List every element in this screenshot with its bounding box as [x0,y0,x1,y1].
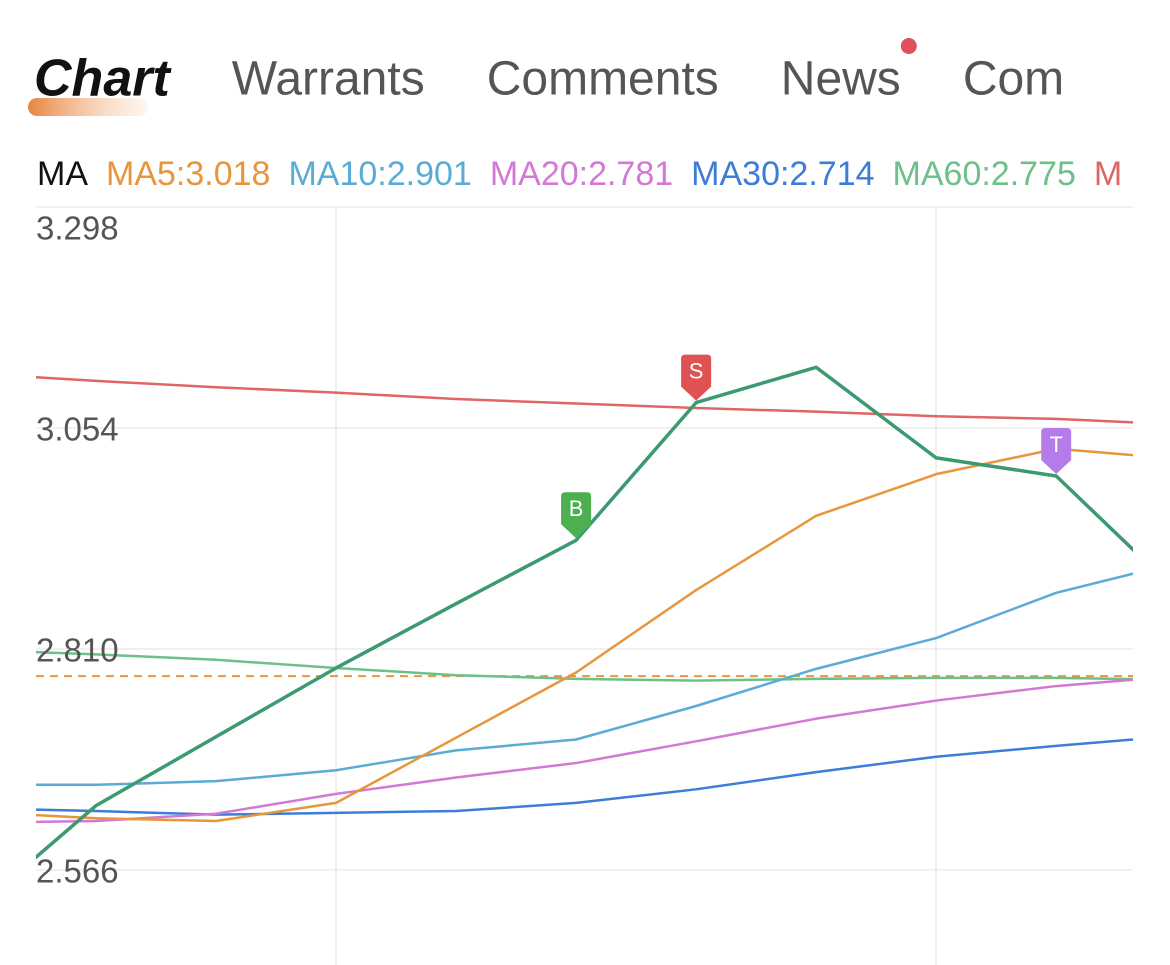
legend-entry: MA10:2.901 [288,155,471,193]
tab[interactable]: Comments [487,53,719,106]
trade-marker-label: B [569,496,584,521]
tab-bar: Chart Warrants Comments News Com [34,38,1064,108]
legend-entry: MA30:2.714 [691,155,874,193]
legend-entry: M [1094,155,1122,193]
series-line [36,650,1133,682]
active-tab-underline [28,98,148,116]
notification-dot [900,38,917,54]
legend-entry: MA60:2.775 [893,155,1076,193]
y-tick-label: 2.810 [36,632,119,669]
tab[interactable]: News [781,53,901,106]
legend-entry: MA5:3.018 [106,155,270,193]
markers: B S T [561,354,1072,539]
tab[interactable]: Com [963,53,1064,106]
y-axis: 3.298 3.054 2.810 2.566 [36,210,119,890]
trade-marker [1041,427,1072,474]
legend-title: MA [37,155,88,193]
series-line [36,376,1133,424]
y-tick-label: 3.298 [36,210,119,247]
plot [36,365,1133,860]
trade-marker-label: T [1049,432,1062,457]
legend-entry: MA20:2.781 [490,155,673,193]
y-tick-label: 2.566 [36,853,119,890]
grid [36,206,1133,871]
series-line [36,447,1133,823]
series-line [36,738,1133,816]
y-tick-label: 3.054 [36,411,119,448]
series-line [36,572,1133,787]
trade-marker [561,492,592,539]
trade-marker [681,354,712,401]
legend: MA MA5:3.018 MA10:2.901 MA20:2.781 MA30:2.71… [37,155,1122,193]
series-line [36,365,1133,860]
tab[interactable]: Warrants [232,53,425,106]
series-line [36,678,1133,824]
tab[interactable]: Chart [34,50,172,108]
trade-marker-label: S [689,358,704,383]
